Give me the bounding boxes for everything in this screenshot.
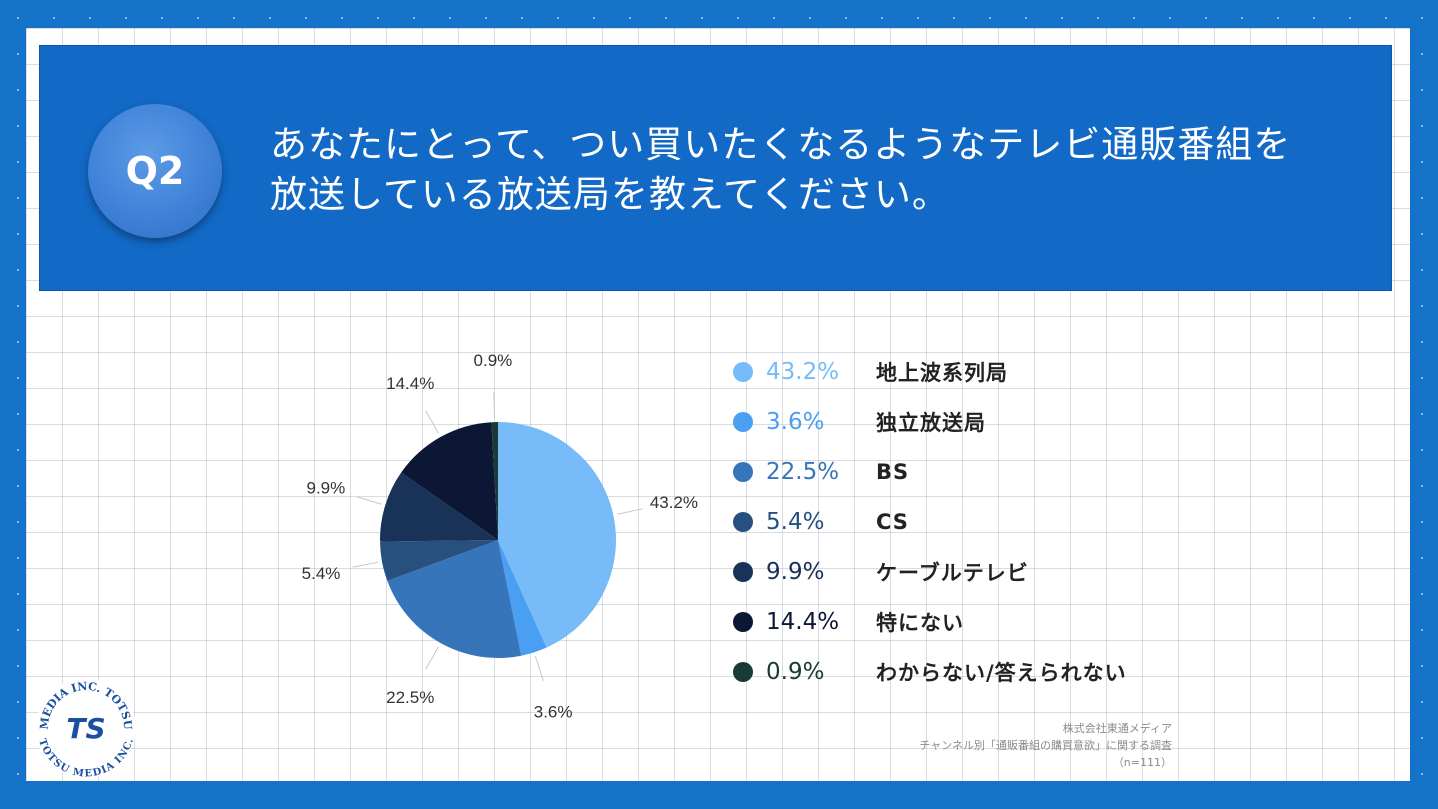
pie-data-label-1: 3.6% — [534, 702, 573, 721]
pie-data-label-2: 22.5% — [386, 688, 434, 707]
legend-label-1: 独立放送局 — [876, 411, 986, 435]
legend-label-6: わからない/答えられない — [876, 661, 1127, 685]
legend-item-6: 0.9% わからない/答えられない — [733, 652, 1127, 692]
source-note: 株式会社東通メディア チャンネル別「通販番組の購買意欲」に関する調査 （n=11… — [919, 720, 1172, 771]
pie-leader-line-3 — [352, 561, 379, 568]
pie-leader-line-4 — [356, 496, 382, 505]
legend-percent-0: 43.2% — [766, 359, 840, 385]
pie-slice-0 — [498, 422, 616, 648]
pie-data-label-5: 14.4% — [386, 374, 434, 393]
legend-label-5: 特にない — [876, 611, 964, 635]
pie-leader-line-6 — [493, 392, 496, 419]
legend-dot-3 — [733, 512, 753, 532]
legend-label-0: 地上波系列局 — [876, 361, 1008, 385]
legend-dot-2 — [733, 462, 753, 482]
pie-slice-4 — [380, 472, 498, 542]
question-line-1: あなたにとって、つい買いたくなるようなテレビ通販番組を — [270, 123, 1292, 166]
pie-leader-line-5 — [425, 410, 439, 434]
legend-item-3: 5.4% CS — [733, 502, 909, 542]
legend-dot-5 — [733, 612, 753, 632]
legend-item-2: 22.5% BS — [733, 452, 909, 492]
legend-percent-1: 3.6% — [766, 409, 825, 435]
question-badge: Q2 — [88, 104, 222, 238]
legend-label-4: ケーブルテレビ — [876, 561, 1029, 585]
pie-data-label-0: 43.2% — [650, 493, 698, 512]
question-text: あなたにとって、つい買いたくなるようなテレビ通販番組を 放送している放送局を教え… — [270, 120, 1350, 220]
pie-chart: 43.2% 3.6% 22.5% 5.4% 9.9% 14.4% 0.9% — [302, 351, 698, 721]
pie-leader-line-0 — [617, 508, 643, 515]
legend-percent-3: 5.4% — [766, 509, 825, 535]
legend-item-0: 43.2% 地上波系列局 — [733, 352, 1008, 392]
source-company: 株式会社東通メディア — [1062, 722, 1172, 735]
legend-item-5: 14.4% 特にない — [733, 602, 964, 642]
legend-label-3: CS — [876, 510, 909, 534]
question-header — [39, 45, 1392, 291]
legend-percent-4: 9.9% — [766, 559, 825, 585]
pie-data-label-4: 9.9% — [307, 478, 346, 497]
pie-leader-line-2 — [425, 646, 439, 670]
legend-percent-2: 22.5% — [766, 459, 840, 485]
legend-percent-5: 14.4% — [766, 609, 840, 635]
legend-item-1: 3.6% 独立放送局 — [733, 402, 986, 442]
source-sample: （n=111） — [1112, 756, 1172, 769]
legend-dot-4 — [733, 562, 753, 582]
legend-label-2: BS — [876, 460, 910, 484]
legend-dot-0 — [733, 362, 753, 382]
source-survey: チャンネル別「通販番組の購買意欲」に関する調査 — [919, 739, 1172, 752]
pie-slice-5 — [401, 422, 498, 540]
pie-data-label-3: 5.4% — [302, 564, 341, 583]
legend-dot-1 — [733, 412, 753, 432]
pie-data-label-6: 0.9% — [474, 351, 513, 370]
logo-mark: TS — [66, 712, 105, 745]
pie-slice-3 — [380, 540, 498, 581]
totsu-media-logo: MEDIA INC. TOTSU TOTSU MEDIA INC. TS — [36, 678, 136, 780]
legend-dot-6 — [733, 662, 753, 682]
question-line-2: 放送している放送局を教えてください。 — [270, 173, 950, 216]
legend-item-4: 9.9% ケーブルテレビ — [733, 552, 1029, 592]
pie-slice-2 — [387, 540, 522, 658]
pie-leader-line-1 — [534, 655, 544, 682]
legend-percent-6: 0.9% — [766, 659, 825, 685]
pie-slice-1 — [498, 540, 547, 656]
pie-slice-6 — [491, 422, 498, 540]
